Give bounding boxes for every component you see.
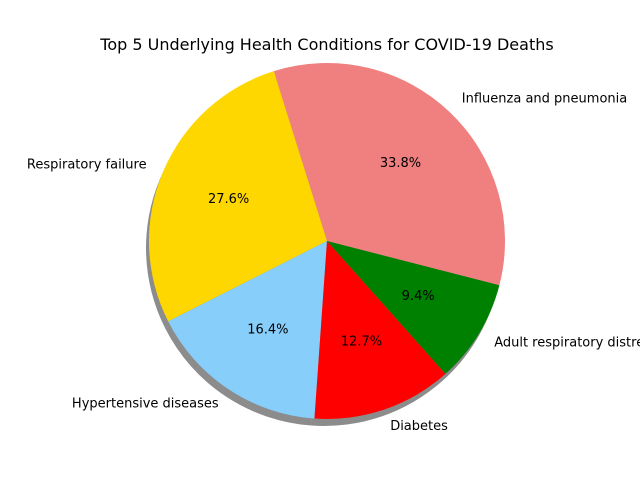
pie-labels: Influenza and pneumonia 33.8% Respiratory … — [27, 92, 640, 434]
pie-slice-influenza-and-pneumonia — [273, 63, 505, 286]
slice-percent-hypertensive-diseases: 16.4% — [247, 323, 288, 338]
chart-title: Top 5 Underlying Health Conditions for C… — [99, 35, 553, 54]
slice-percent-respiratory-failure: 27.6% — [208, 192, 249, 207]
pie-slice-diabetes — [314, 241, 446, 419]
slice-label-adult-respiratory-distress-syndrome: Adult respiratory distress syndrome — [494, 335, 640, 350]
slice-percent-diabetes: 12.7% — [341, 335, 382, 350]
slice-label-hypertensive-diseases: Hypertensive diseases — [72, 397, 219, 412]
pie-slices — [148, 63, 505, 419]
slice-label-influenza-and-pneumonia: Influenza and pneumonia — [462, 92, 627, 107]
pie-slice-adult-respiratory-distress-syndrome — [327, 241, 500, 374]
slice-label-respiratory-failure: Respiratory failure — [27, 157, 147, 172]
pie-slice-hypertensive-diseases — [168, 241, 327, 419]
slice-percent-adult-respiratory-distress-syndrome: 9.4% — [402, 289, 435, 304]
pie-slice-respiratory-failure — [148, 71, 327, 322]
slice-label-diabetes: Diabetes — [390, 419, 448, 434]
slice-percent-influenza-and-pneumonia: 33.8% — [380, 156, 421, 171]
